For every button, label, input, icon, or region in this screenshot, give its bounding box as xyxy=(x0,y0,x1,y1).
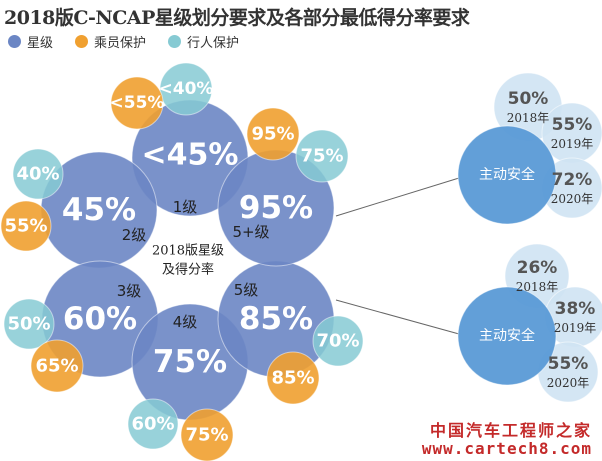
pedestrian-bubble xyxy=(295,129,349,183)
pedestrian-bubble xyxy=(3,298,55,350)
active-safety-year-label: 2018年 xyxy=(516,280,559,294)
legend-label-pedestrian: 行人保护 xyxy=(187,36,240,51)
pedestrian-bubble xyxy=(127,398,179,450)
pedestrian-value-label: <40% xyxy=(159,79,214,99)
legend-label-star: 星级 xyxy=(27,36,54,51)
chart-title: 2018版C-NCAP星级划分要求及各部分最低得分率要求 xyxy=(4,7,470,29)
watermark: 中国汽车工程师之家 www.cartech8.com xyxy=(422,422,592,458)
star-level-label: 5级 xyxy=(234,281,259,299)
star-level-label: 2级 xyxy=(122,226,147,244)
star-level-label: 1级 xyxy=(173,198,198,216)
star-level-label: 5+级 xyxy=(232,223,269,241)
center-label-line2: 及得分率 xyxy=(162,262,214,278)
pedestrian-bubble xyxy=(12,148,64,200)
active-safety-year-value: 50% xyxy=(508,89,549,109)
occupant-value-label: <55% xyxy=(110,93,165,113)
active-safety-year-label: 2019年 xyxy=(554,321,597,335)
occupant-bubble xyxy=(30,339,84,393)
active-safety-year-value: 26% xyxy=(517,258,558,278)
active-safety-year-label: 2019年 xyxy=(551,137,594,151)
occupant-bubble xyxy=(180,408,234,461)
legend-item-pedestrian: 行人保护 xyxy=(168,32,239,51)
active-safety-bubble xyxy=(457,125,557,225)
watermark-line2: www.cartech8.com xyxy=(421,439,592,458)
legend-item-star: 星级 xyxy=(8,32,53,51)
pedestrian-value-label: 40% xyxy=(16,164,59,185)
legend: 星级 乘员保护 行人保护 xyxy=(8,32,239,51)
pedestrian-value-label: 70% xyxy=(316,331,359,352)
occupant-value-label: 75% xyxy=(185,425,228,446)
occupant-value-label: 95% xyxy=(251,124,294,145)
pedestrian-value-label: 75% xyxy=(300,146,343,167)
active-safety-bubble xyxy=(457,286,557,386)
pedestrian-value-label: 60% xyxy=(131,414,174,435)
occupant-bubble xyxy=(0,200,52,252)
occupant-value-label: 85% xyxy=(271,368,314,389)
star-level-label: 3级 xyxy=(117,282,142,300)
legend-swatch-star xyxy=(8,35,21,48)
watermark-line1: 中国汽车工程师之家 xyxy=(429,421,592,440)
connector-line xyxy=(335,299,460,335)
active-safety-label: 主动安全 xyxy=(479,327,535,344)
center-label-line1: 2018版星级 xyxy=(152,244,224,259)
star-value-label: 60% xyxy=(63,301,137,337)
star-value-label: <45% xyxy=(142,138,239,173)
active-safety-label: 主动安全 xyxy=(479,166,535,183)
pedestrian-value-label: 50% xyxy=(7,314,50,335)
star-value-label: 85% xyxy=(239,301,313,337)
occupant-bubble xyxy=(266,351,320,405)
legend-swatch-occupant xyxy=(75,35,89,48)
legend-item-occupant: 乘员保护 xyxy=(75,32,146,51)
pedestrian-bubble xyxy=(312,315,364,367)
occupant-value-label: 65% xyxy=(35,356,78,377)
active-safety-year-label: 2018年 xyxy=(507,111,550,125)
legend-swatch-pedestrian xyxy=(168,35,182,48)
connector-line xyxy=(335,177,460,217)
star-value-label: 75% xyxy=(153,344,227,380)
star-level-label: 4级 xyxy=(173,313,198,331)
star-value-label: 95% xyxy=(239,190,313,226)
occupant-bubble xyxy=(110,76,164,130)
active-safety-year-value: 38% xyxy=(555,299,596,319)
active-safety-year-value: 55% xyxy=(552,115,593,135)
pedestrian-bubble xyxy=(159,62,213,116)
occupant-value-label: 55% xyxy=(4,216,47,237)
star-value-label: 45% xyxy=(62,192,136,228)
active-safety-year-label: 2020年 xyxy=(551,192,594,206)
active-safety-year-label: 2020年 xyxy=(547,376,590,390)
occupant-bubble xyxy=(246,107,300,161)
legend-label-occupant: 乘员保护 xyxy=(94,36,147,51)
active-safety-year-value: 72% xyxy=(552,170,593,190)
active-safety-year-value: 55% xyxy=(548,354,589,374)
